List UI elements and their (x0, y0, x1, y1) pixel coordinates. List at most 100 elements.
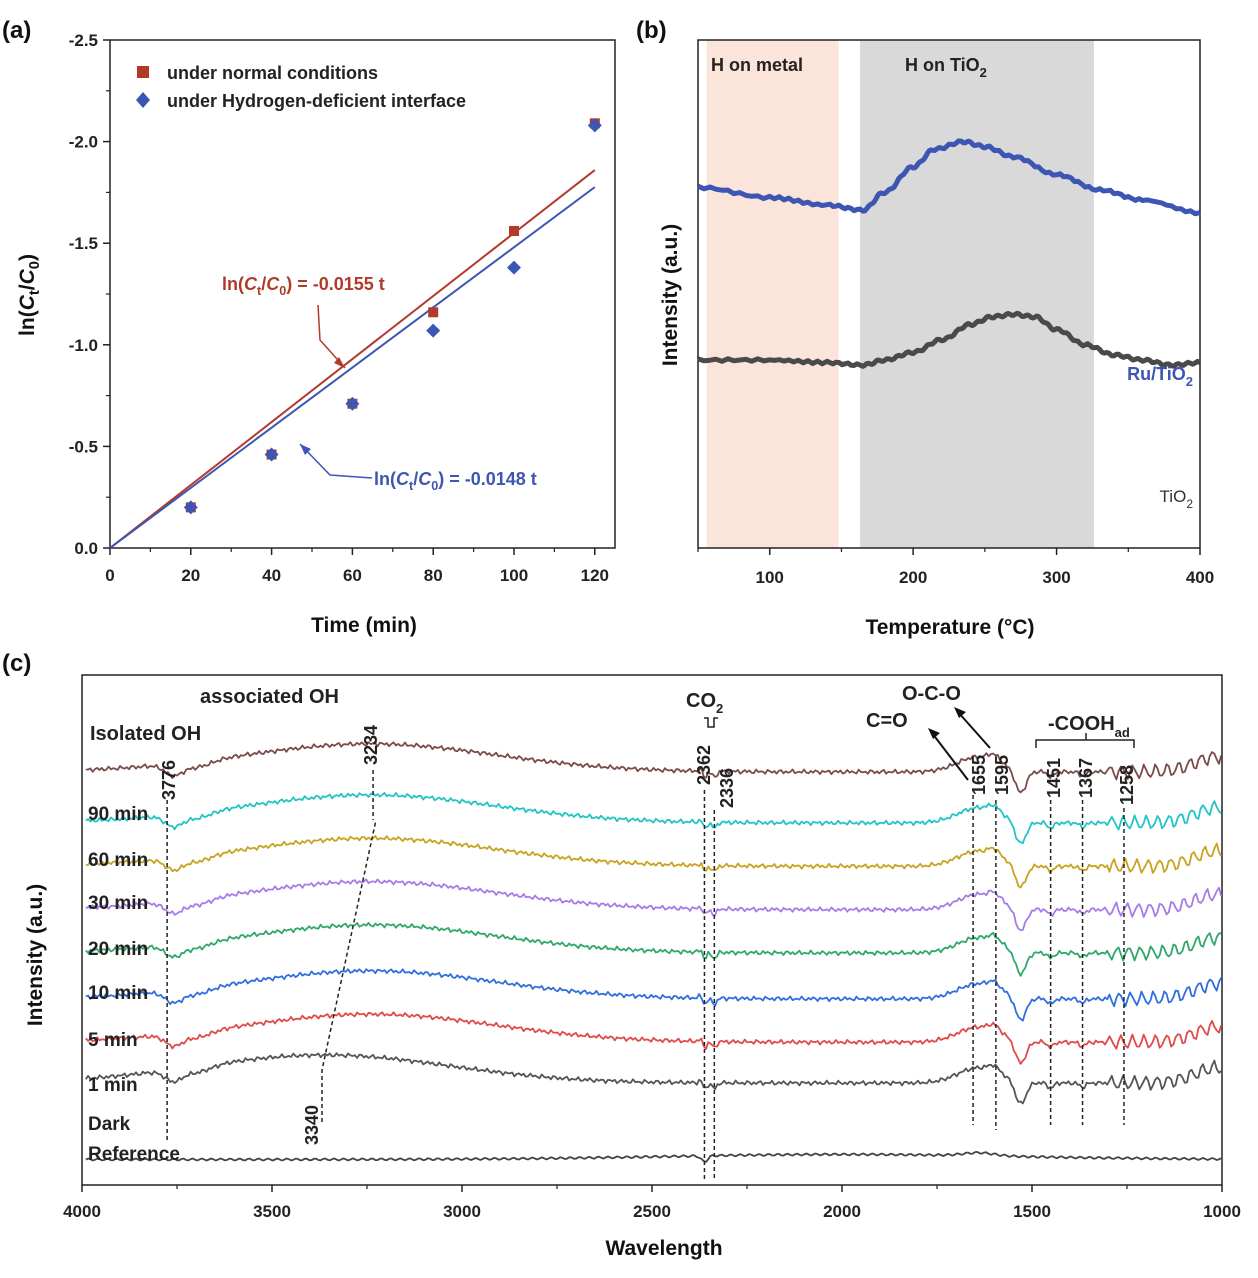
spectrum-label-7: Dark (88, 1114, 131, 1135)
spectrum-label-1: 60 min (88, 850, 148, 871)
spectrum-line-6 (85, 1011, 1223, 1065)
a-ytick-label-0: 0.0 (74, 539, 98, 558)
co2-bracket (704, 717, 718, 728)
arrow-c-o (931, 732, 969, 781)
spectrum-line-8 (85, 1151, 1222, 1163)
c-xtick-label-5: 1500 (1013, 1202, 1051, 1221)
peak-label-1595: 1595 (992, 755, 1012, 795)
panel-a-fit-lines (109, 169, 596, 549)
c-xtick-label-6: 1000 (1203, 1202, 1241, 1221)
point-normal-4 (509, 226, 519, 237)
panel-b-regions (706, 40, 1094, 548)
fit-equation-hydrogen-deficient: ln(Ct/C0) = -0.0148 t (374, 469, 537, 493)
b-xtick-label-2: 300 (1042, 568, 1070, 587)
legend-label-normal: under normal conditions (167, 63, 378, 83)
point-hydrogen-deficient-0 (183, 500, 198, 515)
panel-b-label: (b) (636, 17, 667, 44)
panel-a-frame (109, 39, 616, 549)
spectrum-line-4 (85, 922, 1222, 977)
spectrum-line-3 (85, 878, 1223, 931)
panel-a-label: (a) (2, 17, 31, 44)
cooh-bracket (1035, 739, 1135, 748)
series-label-ru-tio2: Ru/TiO2 (1127, 364, 1193, 389)
spectrum-label-2: 30 min (88, 893, 148, 914)
spectrum-label-6: 1 min (88, 1075, 138, 1096)
point-hydrogen-deficient-5 (587, 118, 602, 133)
panel-a-legend: under normal conditions under Hydrogen-d… (136, 63, 466, 111)
a-ytick-label-4: -2.0 (69, 133, 98, 152)
oh-shift-line (321, 819, 377, 1122)
panel-b-xlabel: Temperature (°C) (865, 616, 1034, 639)
annotation-o-c-o: O-C-O (902, 683, 961, 705)
a-xtick-label-1: 20 (181, 566, 200, 585)
spectrum-line-1 (85, 792, 1222, 844)
arrowhead-c-o (928, 728, 940, 739)
c-xtick-label-2: 3000 (443, 1202, 481, 1221)
a-xtick-label-3: 60 (343, 566, 362, 585)
peak-label-2362: 2362 (694, 745, 714, 785)
c-xtick-label-0: 4000 (63, 1202, 101, 1221)
peak-label-1258: 1258 (1117, 765, 1137, 805)
series-label-tio2: TiO2 (1160, 487, 1194, 511)
panel-b-ylabel: Intensity (a.u.) (659, 224, 682, 366)
panel-c: (c) 4000 3500 3000 2500 2000 1500 1000 90 min 6… (2, 650, 1241, 1260)
b-xtick-label-3: 400 (1186, 568, 1214, 587)
point-hydrogen-deficient-1 (264, 447, 279, 462)
fit-arrowhead-hydrogen-deficient (300, 444, 311, 455)
spectrum-line-5 (85, 968, 1223, 1022)
panel-c-ylabel: Intensity (a.u.) (24, 884, 47, 1026)
b-line-0 (697, 138, 1201, 217)
a-xtick-label-0: 0 (105, 566, 114, 585)
panel-b: (b) H on metal H on TiO2 100 200 300 400 Ru… (636, 17, 1214, 639)
panel-b-lines (697, 138, 1202, 369)
c-xtick-label-1: 3500 (253, 1202, 291, 1221)
b-line-1 (697, 310, 1202, 369)
a-xtick-label-5: 100 (500, 566, 528, 585)
arrowhead-o-c-o (954, 707, 966, 718)
annotation-co2: CO2 (686, 690, 723, 716)
point-hydrogen-deficient-2 (345, 396, 360, 411)
legend-marker-square (137, 66, 149, 78)
panel-a-ticks: 0 20 40 60 80 100 120 0.0 -0.5 -1.0 -1.5 -2.0 -2.5 (69, 31, 609, 585)
a-ytick-label-1: -0.5 (69, 437, 98, 456)
legend-label-hydrogen-deficient: under Hydrogen-deficient interface (167, 91, 466, 111)
point-normal-3 (428, 307, 439, 318)
panel-b-frame (697, 39, 1201, 549)
panel-a-xlabel: Time (min) (311, 614, 417, 637)
annotation-associated-oh: associated OH (200, 686, 339, 708)
region-0 (706, 40, 839, 548)
arrow-o-c-o (957, 711, 991, 749)
spectrum-label-0: 90 min (88, 804, 148, 825)
panel-b-ticks: 100 200 300 400 (697, 548, 1214, 587)
point-hydrogen-deficient-4 (507, 260, 521, 275)
legend-marker-diamond (136, 92, 150, 108)
panel-a-points (183, 118, 602, 515)
a-xtick-label-4: 80 (424, 566, 443, 585)
fit-line-1 (109, 186, 596, 549)
region-1 (860, 40, 1094, 548)
peak-label-3776: 3776 (159, 760, 179, 800)
peak-label-1367: 1367 (1076, 758, 1096, 798)
spectrum-label-5: 5 min (88, 1030, 138, 1051)
spectrum-label-3: 20 min (88, 939, 148, 960)
a-ytick-label-3: -1.5 (69, 234, 98, 253)
a-ytick-label-2: -1.0 (69, 336, 98, 355)
spectrum-line-2 (85, 835, 1222, 889)
c-xtick-label-4: 2000 (823, 1202, 861, 1221)
b-xtick-label-1: 200 (899, 568, 927, 587)
spectrum-line-0 (85, 741, 1223, 794)
panel-a: (a) 0 20 40 60 80 100 120 0.0 -0.5 -1.0 -1.5 -2.0 -2… (2, 17, 616, 637)
panel-c-series-labels: 90 min 60 min 30 min 20 min 10 min 5 min 1 min… (88, 804, 180, 1165)
b-xtick-label-0: 100 (756, 568, 784, 587)
peak-label-1655: 1655 (969, 755, 989, 795)
a-ytick-label-5: -2.5 (69, 31, 98, 50)
point-hydrogen-deficient-3 (426, 323, 441, 338)
fit-line-0 (109, 169, 596, 549)
spectrum-label-4: 10 min (88, 983, 148, 1004)
panel-c-spectra (85, 741, 1223, 1163)
a-xtick-label-6: 120 (581, 566, 609, 585)
fit-arrow-normal (317, 304, 346, 369)
c-xtick-label-3: 2500 (633, 1202, 671, 1221)
spectrum-label-8: Reference (88, 1144, 180, 1165)
